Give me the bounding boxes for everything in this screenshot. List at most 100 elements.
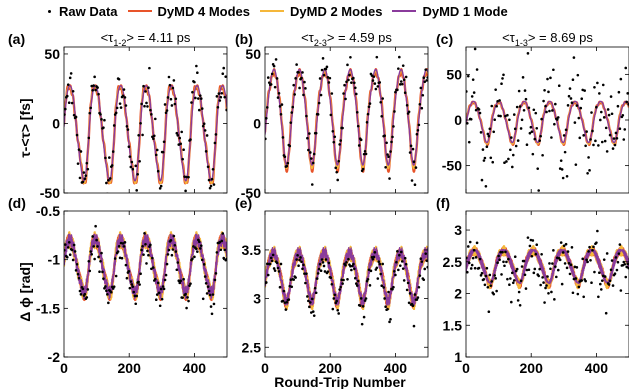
raw-point <box>417 123 421 127</box>
raw-point <box>490 280 494 283</box>
raw-point <box>326 270 330 273</box>
raw-point <box>113 257 117 260</box>
raw-point <box>67 101 71 104</box>
raw-point <box>297 264 300 268</box>
raw-point <box>143 104 146 108</box>
raw-point <box>220 239 224 243</box>
raw-point <box>109 290 113 294</box>
raw-point <box>542 99 545 103</box>
raw-point <box>589 259 592 262</box>
raw-point <box>541 153 544 157</box>
raw-point <box>300 76 303 80</box>
y-tick-label: -50 <box>442 158 462 174</box>
raw-point <box>90 84 94 88</box>
raw-point <box>363 149 367 153</box>
raw-point <box>610 259 614 262</box>
y-tick-label: -1 <box>48 252 61 268</box>
raw-point <box>131 285 135 288</box>
raw-point <box>585 130 588 133</box>
raw-point <box>604 311 608 315</box>
raw-point <box>512 113 516 116</box>
raw-point <box>504 114 507 118</box>
raw-point <box>199 244 203 247</box>
raw-point <box>279 113 283 116</box>
raw-point <box>426 265 428 269</box>
raw-point <box>158 304 162 308</box>
raw-point <box>99 113 102 116</box>
raw-point <box>156 169 160 173</box>
raw-point <box>510 136 513 139</box>
panel-letter: (e) <box>235 195 252 211</box>
raw-point <box>124 104 128 107</box>
raw-point <box>525 268 529 272</box>
raw-point <box>594 139 597 143</box>
raw-point <box>168 83 172 87</box>
raw-point <box>145 101 148 105</box>
raw-point <box>383 297 386 300</box>
raw-point <box>202 263 206 266</box>
raw-point <box>621 263 625 267</box>
raw-point <box>411 304 415 308</box>
raw-point <box>511 153 515 157</box>
raw-point <box>210 177 214 181</box>
raw-point <box>216 105 220 109</box>
raw-point <box>586 171 589 175</box>
raw-point <box>201 297 205 301</box>
raw-point <box>386 307 389 311</box>
raw-point <box>159 184 163 188</box>
raw-point <box>343 83 346 87</box>
raw-point <box>66 83 70 86</box>
raw-point <box>530 130 534 134</box>
raw-point <box>539 134 542 138</box>
raw-point <box>471 78 475 81</box>
panel-letter: (c) <box>436 31 453 47</box>
raw-point <box>572 56 576 59</box>
raw-point <box>579 106 583 110</box>
raw-point <box>576 292 580 296</box>
raw-point <box>99 259 102 263</box>
raw-point <box>64 113 66 116</box>
raw-point <box>511 281 515 285</box>
raw-point <box>599 288 603 291</box>
xlabel: Round-Trip Number <box>274 374 406 389</box>
raw-point <box>619 289 623 292</box>
raw-point <box>370 74 374 77</box>
raw-point <box>516 139 520 142</box>
raw-point <box>96 86 99 89</box>
raw-point <box>296 253 299 257</box>
raw-point <box>309 301 312 304</box>
raw-point <box>474 256 478 259</box>
raw-point <box>505 260 508 264</box>
raw-point <box>467 261 471 265</box>
raw-point <box>416 296 420 299</box>
raw-point <box>554 102 557 106</box>
raw-point <box>117 245 121 248</box>
raw-point <box>205 134 209 137</box>
raw-point <box>493 274 496 277</box>
raw-point <box>538 139 541 142</box>
raw-point <box>290 111 294 114</box>
raw-point <box>327 81 331 84</box>
raw-point <box>355 284 359 287</box>
raw-point <box>354 282 358 285</box>
raw-point <box>106 293 109 296</box>
raw-point <box>305 114 308 118</box>
series-line-m1 <box>265 68 428 166</box>
raw-point <box>593 86 596 89</box>
raw-point <box>295 258 298 261</box>
raw-point <box>570 246 574 249</box>
raw-point <box>361 305 365 308</box>
raw-point <box>384 305 387 309</box>
plot-area <box>466 47 629 192</box>
raw-point <box>134 302 138 306</box>
raw-point <box>493 118 496 122</box>
raw-point <box>559 159 563 162</box>
raw-point <box>175 268 179 272</box>
raw-point <box>82 171 86 174</box>
raw-point <box>114 111 118 115</box>
raw-point <box>277 270 281 273</box>
raw-point <box>588 169 591 172</box>
raw-point <box>312 314 316 317</box>
raw-point <box>319 93 323 97</box>
raw-point <box>155 148 159 152</box>
